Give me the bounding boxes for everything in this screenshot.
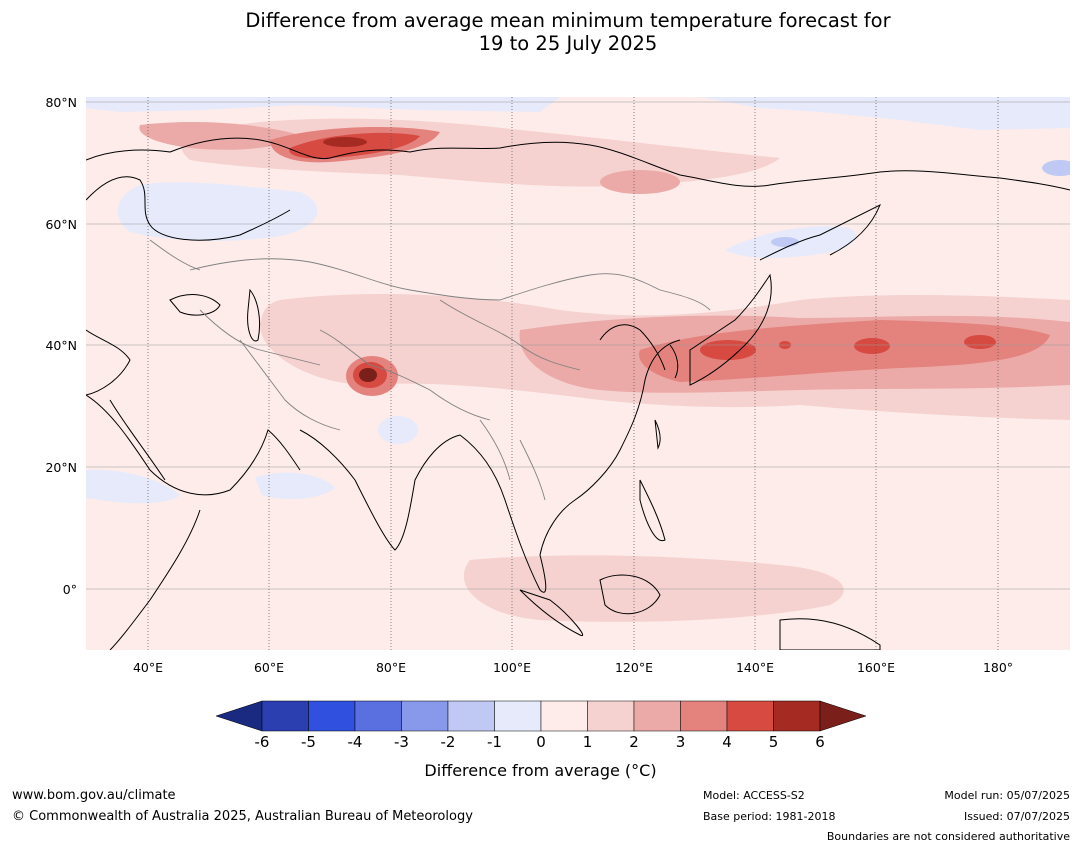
coast-new-guinea (779, 618, 881, 650)
title-line-2: 19 to 25 July 2025 (478, 32, 658, 55)
coast-red-sea (109, 399, 166, 481)
colorbar-tick: -3 (394, 733, 409, 751)
warm-anomaly-maritime (463, 555, 844, 622)
lat-label-60n: 60°N (45, 217, 77, 232)
colorbar-tick: 6 (815, 733, 825, 751)
colorbar-bin (447, 700, 495, 732)
warm-anomaly-japan-pacific (639, 320, 1050, 382)
cool-anomaly-arabia (86, 469, 180, 504)
disclaimer-text: Boundaries are not considered authoritat… (826, 830, 1070, 843)
website-link[interactable]: www.bom.gov.au/climate (12, 788, 176, 803)
colorbar-bin (726, 700, 774, 732)
lon-label-140e: 140°E (735, 660, 774, 675)
colorbar-extend-high (819, 700, 867, 732)
colorbar-bin (261, 700, 309, 732)
lon-label-80e: 80°E (375, 660, 407, 675)
coast-southeast-asia (459, 339, 681, 593)
lat-label-20n: 20°N (45, 460, 77, 475)
coast-sumatra (519, 589, 584, 637)
colorbar-bin (401, 700, 449, 732)
lat-label-80n: 80°N (45, 95, 77, 110)
coast-philippines (639, 479, 666, 542)
colorbar-tick: -2 (440, 733, 456, 751)
lat-label-40n: 40°N (45, 338, 77, 353)
coast-borneo (599, 574, 661, 615)
cool-anomaly-arctic (86, 97, 560, 112)
coast-arctic-europe (86, 137, 1070, 191)
model-name: Model: ACCESS-S2 (703, 789, 805, 802)
colorbar-bin (540, 700, 588, 732)
colorbar-tick: -1 (487, 733, 502, 751)
coast-mediterranean (86, 329, 131, 396)
lon-label-40e: 40°E (132, 660, 164, 675)
coast-kamchatka (759, 203, 881, 261)
coast-black-caspian (169, 288, 261, 342)
cool-anomaly-arabian-sea (255, 472, 335, 500)
model-run-date: Model run: 05/07/2025 (944, 789, 1070, 802)
cool-anomaly-okhotsk-core (771, 237, 799, 247)
lat-label-0: 0° (62, 582, 77, 597)
lon-label-60e: 60°E (253, 660, 285, 675)
colorbar-tick: -4 (347, 733, 363, 751)
country-borders (149, 239, 711, 501)
colorbar-tick: 2 (629, 733, 639, 751)
cool-anomaly-tibet (378, 416, 418, 444)
issued-date: Issued: 07/07/2025 (963, 810, 1070, 823)
lon-label-180: 180° (982, 660, 1014, 675)
colorbar-bin (633, 700, 681, 732)
coast-arabia-africa (86, 394, 301, 650)
warm-anomaly-taymyr-peak (323, 137, 367, 147)
colorbar-bin (587, 700, 635, 732)
colorbar-tick: 5 (768, 733, 779, 751)
warm-anomaly-pacific-core-1 (854, 338, 890, 354)
meridians (147, 97, 999, 650)
coast-india (299, 429, 461, 551)
colorbar-tick: 4 (722, 733, 732, 751)
title-line-1: Difference from average mean minimum tem… (245, 9, 891, 32)
colorbar-tick: -6 (254, 733, 270, 751)
colorbar-tick: 0 (536, 733, 546, 751)
warm-anomaly-kara-sea (139, 121, 300, 150)
coast-scandinavia (86, 176, 291, 241)
colorbar-bin (773, 700, 821, 732)
lon-label-120e: 120°E (614, 660, 653, 675)
map-area (86, 97, 1070, 650)
lon-label-160e: 160°E (856, 660, 895, 675)
colorbar-bin (494, 700, 542, 732)
copyright-text: © Commonwealth of Australia 2025, Austra… (12, 809, 473, 824)
warm-anomaly-yakutia (600, 170, 680, 194)
map-title: Difference from average mean minimum tem… (0, 9, 1081, 55)
colorbar-tick: -5 (301, 733, 316, 751)
colorbar-bin (308, 700, 356, 732)
base-period: Base period: 1981-2018 (703, 810, 836, 823)
colorbar-extend-low (215, 700, 263, 732)
colorbar (215, 700, 867, 732)
colorbar-tick: 3 (675, 733, 686, 751)
coastlines (86, 137, 1070, 650)
colorbar-tick: 1 (582, 733, 593, 751)
coast-taiwan-korea (654, 344, 679, 450)
warm-anomaly-pamir-peak (359, 368, 377, 382)
colorbar-bin (680, 700, 728, 732)
warm-anomaly-pacific-core-2 (964, 335, 996, 349)
cool-anomaly-east-arctic (700, 97, 1070, 130)
cool-anomaly-bering (1042, 160, 1070, 176)
coast-japan (689, 273, 772, 386)
lon-label-100e: 100°E (492, 660, 531, 675)
colorbar-bin (354, 700, 402, 732)
coast-korea-china (599, 324, 666, 371)
colorbar-label: Difference from average (°C) (424, 761, 657, 780)
cool-anomaly-scandinavia (117, 182, 318, 241)
